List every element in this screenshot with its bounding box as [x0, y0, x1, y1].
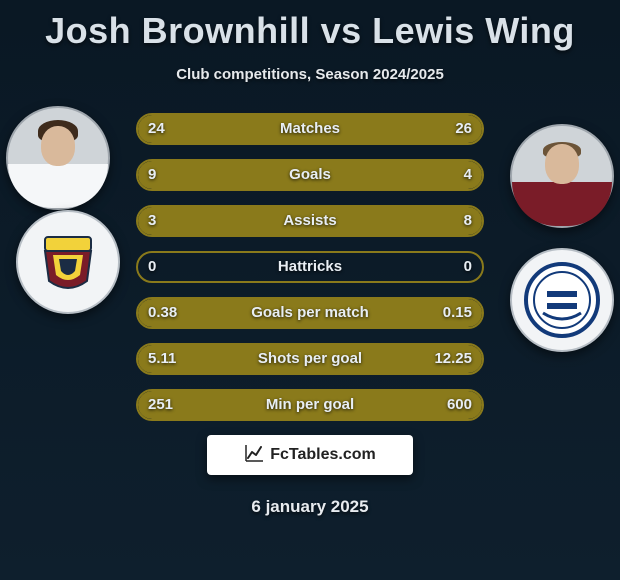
stat-label: Matches: [136, 113, 484, 145]
club-left-crest: [16, 210, 120, 314]
stat-value-right: 600: [447, 389, 472, 421]
stat-label: Goals per match: [136, 297, 484, 329]
brand-badge: FcTables.com: [207, 435, 413, 475]
player-right-shirt: [512, 182, 612, 226]
season-subtitle: Club competitions, Season 2024/2025: [0, 66, 620, 83]
stat-row: 3Assists8: [136, 205, 484, 237]
stat-label: Hattricks: [136, 251, 484, 283]
player-left-shirt: [8, 164, 108, 208]
brand-text: FcTables.com: [270, 446, 376, 464]
player-left-avatar: [6, 106, 110, 210]
stats-container: 24Matches26 9Goals4 3Assists8 0Hattricks0 0.…: [136, 113, 484, 421]
player-right-avatar: [510, 124, 614, 228]
chart-icon: [244, 444, 264, 467]
player-right-head: [545, 144, 579, 184]
player-left-head: [41, 126, 75, 166]
stat-row: 0.38Goals per match0.15: [136, 297, 484, 329]
stat-row: 5.11Shots per goal12.25: [136, 343, 484, 375]
burnley-crest-icon: [35, 229, 101, 295]
footer-date: 6 january 2025: [0, 497, 620, 517]
stat-value-right: 4: [464, 159, 472, 191]
stat-label: Goals: [136, 159, 484, 191]
reading-crest-icon: [523, 261, 601, 339]
stat-row: 24Matches26: [136, 113, 484, 145]
stat-row: 0Hattricks0: [136, 251, 484, 283]
stat-row: 251Min per goal600: [136, 389, 484, 421]
stat-value-right: 12.25: [434, 343, 472, 375]
stat-value-right: 0.15: [443, 297, 472, 329]
stat-value-right: 8: [464, 205, 472, 237]
stat-label: Shots per goal: [136, 343, 484, 375]
stat-row: 9Goals4: [136, 159, 484, 191]
stat-value-right: 26: [455, 113, 472, 145]
page-title: Josh Brownhill vs Lewis Wing: [0, 0, 620, 52]
stat-label: Assists: [136, 205, 484, 237]
club-right-crest: [510, 248, 614, 352]
stat-value-right: 0: [464, 251, 472, 283]
stat-label: Min per goal: [136, 389, 484, 421]
